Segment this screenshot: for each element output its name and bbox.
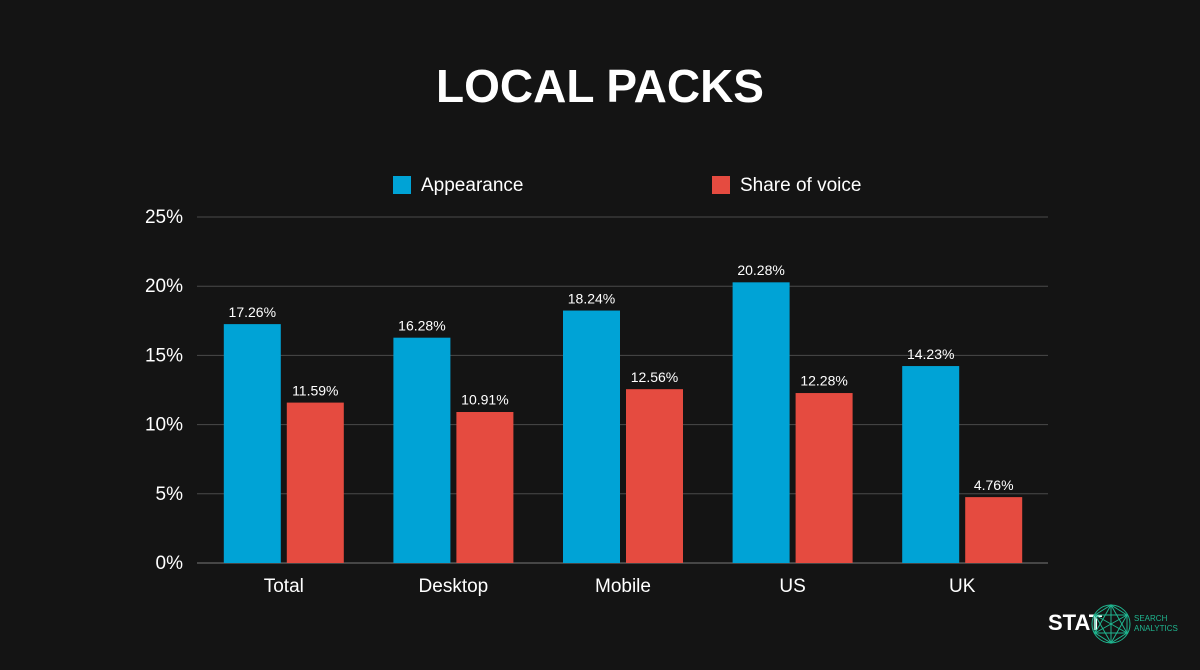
bar [286, 402, 344, 563]
logo-tagline: ANALYTICS [1134, 624, 1178, 633]
value-label: 14.23% [907, 346, 954, 362]
value-label: 12.56% [631, 369, 678, 385]
x-tick-label: Mobile [595, 576, 651, 597]
x-tick-label: US [779, 576, 805, 597]
x-tick-label: Desktop [419, 576, 489, 597]
y-tick-label: 5% [156, 484, 184, 505]
bar [456, 412, 514, 563]
value-label: 10.91% [461, 392, 508, 408]
logo: STAT SEARCH ANALYTICS [1048, 603, 1178, 645]
x-tick-label: UK [949, 576, 976, 597]
x-tick-label: Total [264, 576, 304, 597]
value-label: 11.59% [292, 382, 338, 398]
bar [393, 337, 451, 563]
bar [965, 497, 1023, 563]
logo-icon [1091, 603, 1131, 645]
value-label: 12.28% [800, 373, 847, 389]
value-label: 16.28% [398, 317, 445, 333]
y-tick-label: 0% [156, 553, 184, 574]
bar [223, 324, 281, 563]
y-tick-label: 15% [145, 345, 183, 366]
bar [902, 366, 960, 563]
legend-swatch [712, 176, 730, 194]
bar [795, 393, 853, 563]
bar [626, 389, 683, 563]
bar [732, 282, 790, 563]
value-label: 4.76% [974, 477, 1014, 493]
value-label: 20.28% [737, 262, 784, 278]
logo-tagline: SEARCH [1134, 614, 1168, 623]
y-tick-label: 20% [145, 276, 183, 297]
y-tick-label: 10% [145, 415, 183, 436]
bar [563, 310, 620, 563]
legend-swatch [393, 176, 411, 194]
legend-label: Appearance [421, 175, 523, 196]
chart-title: LOCAL PACKS [436, 60, 764, 112]
y-tick-label: 25% [145, 207, 183, 228]
value-label: 18.24% [568, 290, 615, 306]
value-label: 17.26% [229, 304, 276, 320]
legend-label: Share of voice [740, 175, 861, 196]
